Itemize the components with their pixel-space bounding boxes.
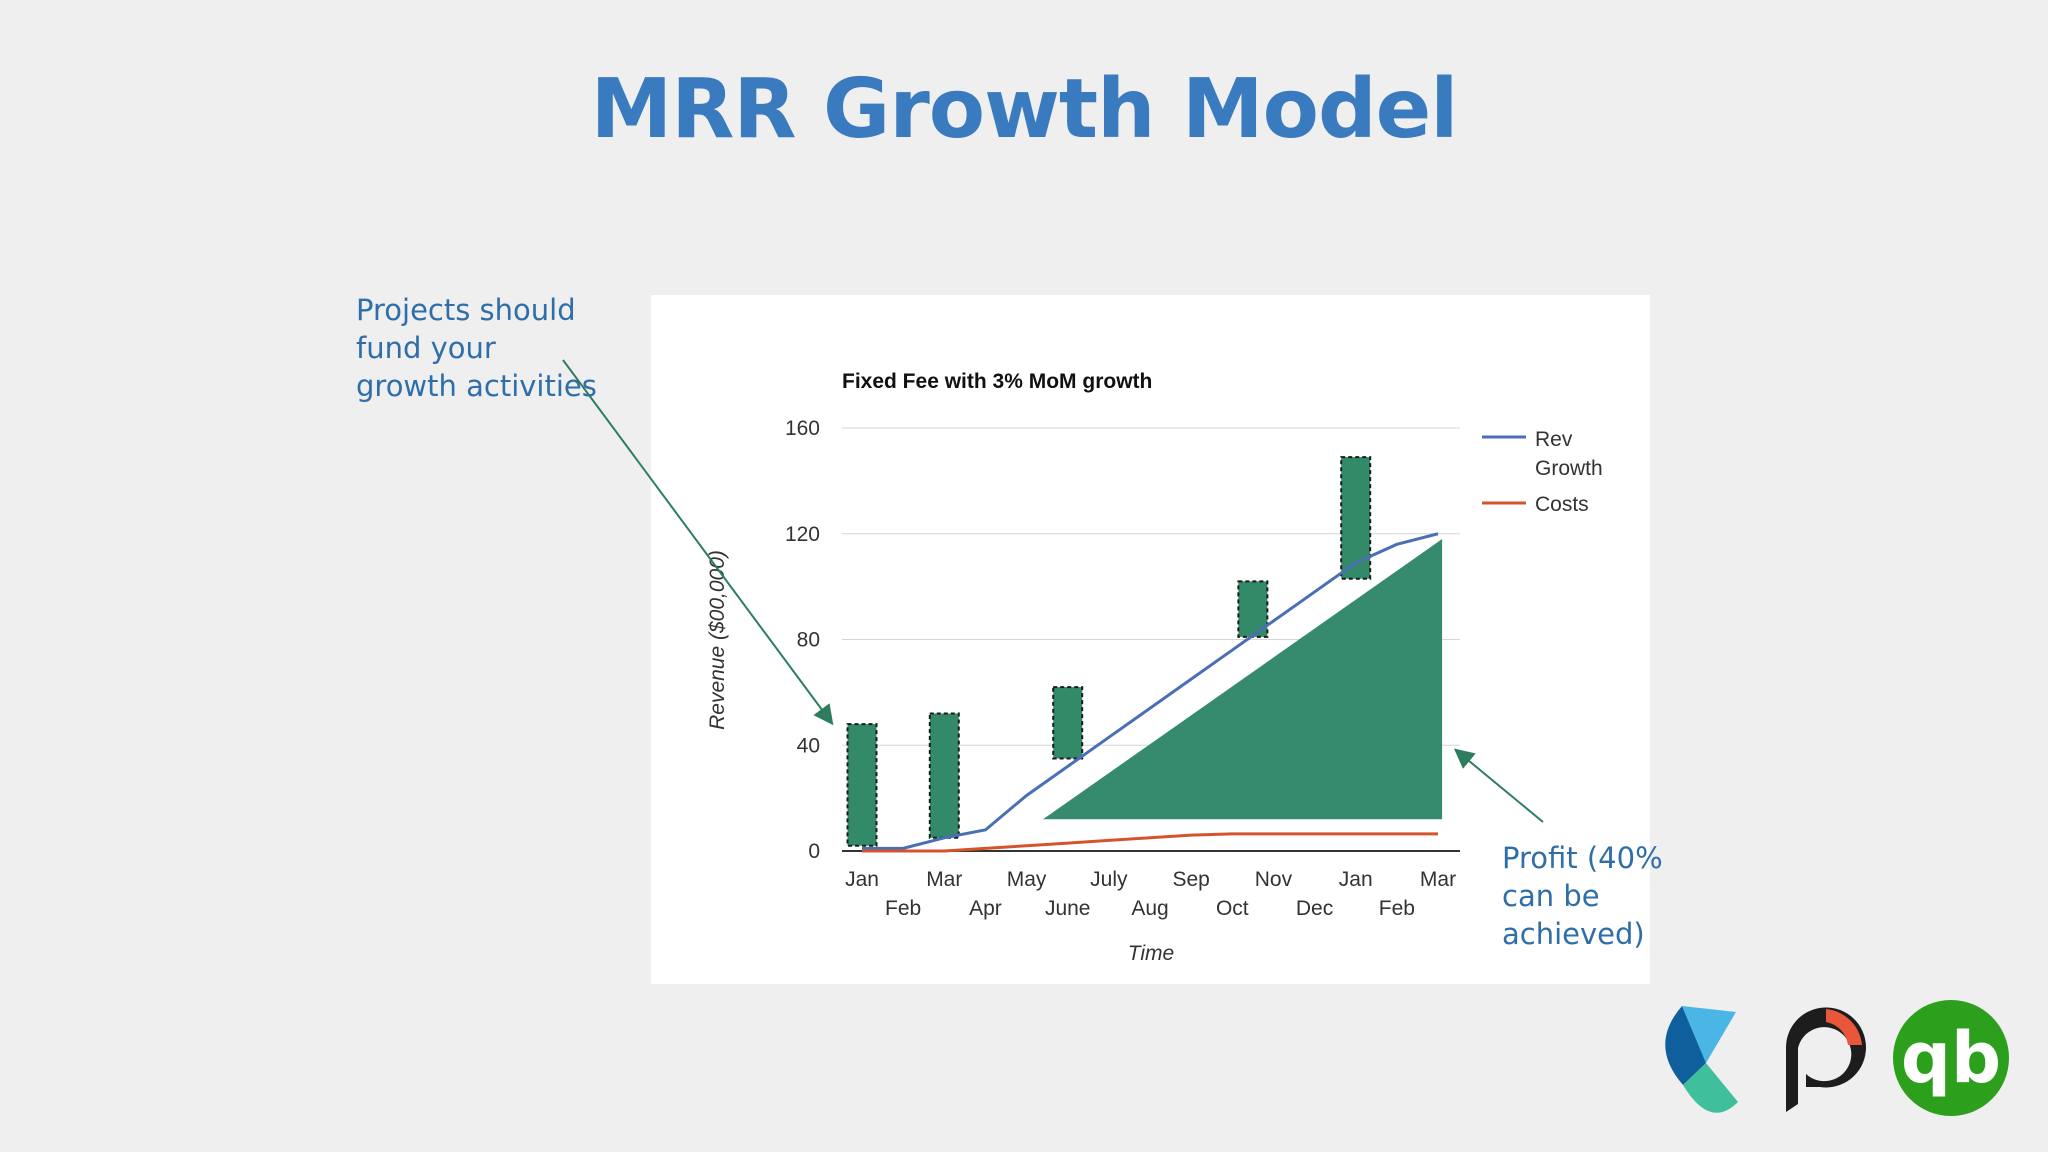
x-tick-label: Jan (845, 868, 879, 891)
y-tick-label: 80 (797, 629, 820, 652)
arrow-to-project-bar (562, 359, 834, 726)
note-right-line: can be (1502, 879, 1600, 913)
note-projects-fund-growth: Projects should fund your growth activit… (356, 291, 616, 405)
x-tick-label: Jan (1339, 868, 1373, 891)
project-bar (846, 723, 878, 847)
project-bar (1340, 456, 1372, 580)
arrow-to-profit-area (1453, 748, 1544, 823)
project-bar (1237, 580, 1269, 638)
x-tick-label: Dec (1296, 897, 1333, 920)
y-tick-label: 40 (797, 734, 820, 757)
x-tick-label: Mar (1420, 868, 1456, 891)
profit-area (1043, 539, 1443, 820)
x-tick-label: May (1007, 868, 1047, 891)
slide-title: MRR Growth Model (590, 62, 1459, 157)
note-right-line: achieved) (1502, 917, 1645, 951)
y-tick-label: 120 (785, 523, 820, 546)
x-tick-label: June (1045, 897, 1091, 920)
series-lines (862, 532, 1439, 853)
x-axis-title: Time (1128, 942, 1174, 965)
legend-label-costs: Costs (1535, 493, 1589, 516)
chart-title: Fixed Fee with 3% MoM growth (842, 370, 1152, 393)
x-tick-label: July (1090, 868, 1128, 891)
y-tick-label: 0 (808, 840, 820, 863)
project-bar (928, 712, 960, 839)
y-tick-labels: 0 40 80 120 160 (785, 417, 820, 863)
x-tick-label: Oct (1216, 897, 1249, 920)
note-right-line: Profit (40% (1502, 841, 1663, 875)
project-bars (846, 456, 1372, 847)
legend-label-rev: Rev Growth (1535, 428, 1603, 480)
x-tick-label: Sep (1172, 868, 1209, 891)
x-tick-labels: JanFebMarAprMayJuneJulyAugSepOctNovDecJa… (845, 868, 1456, 920)
project-bar (1052, 686, 1084, 760)
y-tick-label: 160 (785, 417, 820, 440)
legend-rev-line2: Growth (1535, 457, 1603, 480)
x-tick-label: Feb (1379, 897, 1415, 920)
x-tick-label: Nov (1255, 868, 1293, 891)
x-tick-label: Aug (1131, 897, 1168, 920)
rev-growth-line (862, 532, 1439, 850)
note-left-line: fund your (356, 331, 496, 365)
x-tick-label: Apr (969, 897, 1002, 920)
x-tick-label: Feb (885, 897, 921, 920)
note-left-line: Projects should (356, 293, 576, 327)
note-left-line: growth activities (356, 369, 597, 403)
legend-rev-line1: Rev (1535, 428, 1573, 451)
y-axis-title: Revenue ($00,000) (706, 550, 729, 730)
note-profit-achieved: Profit (40% can be achieved) (1502, 839, 1702, 953)
legend: Rev Growth Costs (1482, 428, 1603, 516)
profit-area-layer (1043, 539, 1443, 820)
x-tick-label: Mar (926, 868, 962, 891)
costs-line (862, 832, 1438, 853)
